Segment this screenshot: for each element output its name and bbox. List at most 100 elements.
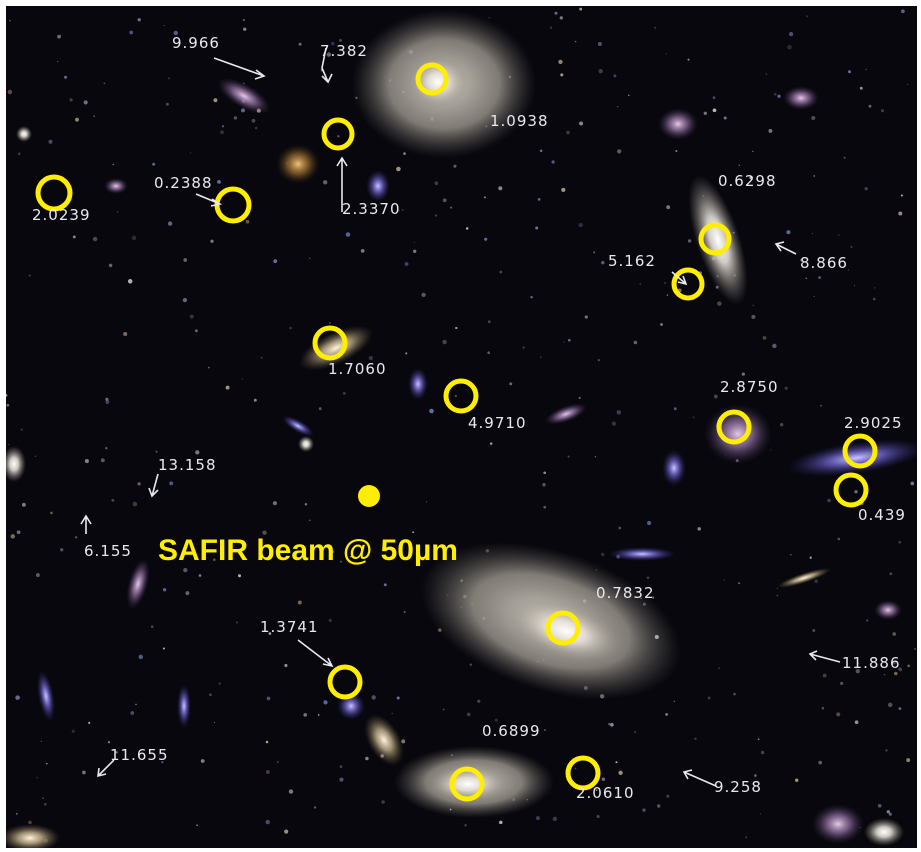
- background-star: [442, 198, 447, 203]
- background-star: [665, 53, 667, 55]
- background-star: [776, 594, 778, 597]
- background-star: [552, 816, 557, 822]
- background-star: [83, 100, 88, 105]
- background-star: [115, 751, 118, 754]
- background-star: [169, 481, 174, 486]
- background-star: [601, 777, 606, 781]
- background-star: [273, 259, 278, 263]
- background-star: [326, 52, 332, 57]
- background-star: [34, 455, 37, 457]
- background-star: [880, 109, 885, 113]
- background-star: [613, 74, 617, 78]
- background-star: [7, 443, 10, 446]
- background-star: [574, 40, 577, 43]
- background-star: [383, 583, 387, 587]
- background-star: [298, 42, 302, 46]
- background-star: [425, 501, 428, 503]
- background-star: [266, 696, 271, 701]
- background-star: [268, 632, 272, 635]
- background-star: [770, 449, 772, 451]
- background-star: [812, 629, 816, 632]
- background-star: [509, 382, 513, 386]
- background-star: [814, 579, 819, 584]
- background-star: [105, 397, 109, 401]
- background-star: [182, 297, 188, 303]
- background-star: [105, 447, 108, 450]
- background-star: [561, 187, 566, 192]
- galaxy-field: [6, 6, 917, 848]
- background-star: [254, 126, 258, 130]
- background-star: [131, 235, 137, 241]
- background-star: [217, 179, 221, 184]
- marker-0.6298: [698, 222, 732, 256]
- background-star: [874, 287, 876, 289]
- background-star: [610, 722, 614, 727]
- label-1.0938: 1.0938: [490, 112, 549, 130]
- background-star: [304, 502, 308, 506]
- background-star: [71, 729, 75, 733]
- background-star: [6, 403, 10, 407]
- background-star: [694, 737, 697, 740]
- background-star: [898, 667, 903, 672]
- marker-2.3370: [321, 117, 355, 151]
- background-star: [642, 808, 646, 812]
- background-star: [130, 711, 135, 715]
- background-star: [535, 816, 540, 821]
- label-8.866: 8.866: [800, 254, 848, 272]
- background-star: [633, 730, 637, 734]
- background-star: [364, 542, 366, 544]
- label-1.7060: 1.7060: [328, 360, 387, 378]
- marker-0.7832: [545, 610, 581, 646]
- background-star: [752, 150, 754, 153]
- background-star: [7, 89, 13, 95]
- background-star: [137, 18, 141, 22]
- background-star: [907, 664, 911, 668]
- background-star: [161, 761, 164, 764]
- background-star: [687, 58, 690, 61]
- background-star: [108, 263, 113, 268]
- background-star: [9, 19, 11, 22]
- background-star: [522, 346, 525, 349]
- label-6.155: 6.155: [84, 542, 132, 560]
- background-star: [185, 591, 190, 596]
- background-star: [836, 712, 841, 717]
- background-star: [74, 536, 78, 539]
- background-star: [135, 703, 137, 706]
- background-star: [412, 531, 415, 534]
- background-star: [652, 596, 655, 599]
- background-star: [403, 152, 406, 155]
- arrows: [80, 47, 841, 787]
- background-star: [906, 83, 909, 86]
- background-star: [213, 98, 218, 103]
- label-9.966: 9.966: [172, 34, 220, 52]
- background-star: [806, 15, 809, 18]
- background-star: [549, 26, 553, 29]
- background-star: [238, 574, 241, 578]
- background-star: [499, 270, 503, 274]
- background-star: [542, 483, 546, 487]
- background-star: [773, 92, 777, 96]
- background-star: [712, 96, 716, 100]
- background-star: [242, 19, 245, 22]
- background-star: [183, 567, 188, 573]
- background-star: [21, 502, 26, 507]
- background-star: [540, 356, 542, 358]
- background-star: [221, 125, 225, 128]
- background-star: [543, 505, 547, 509]
- background-star: [69, 98, 73, 102]
- marker-1.0938: [415, 62, 449, 96]
- background-star: [894, 671, 898, 676]
- marker-2.0239: [35, 174, 73, 212]
- background-star: [765, 73, 768, 75]
- background-star: [535, 226, 539, 230]
- background-star: [183, 258, 188, 262]
- background-star: [813, 175, 815, 177]
- label-2.0239: 2.0239: [32, 206, 91, 224]
- background-star: [847, 269, 850, 271]
- background-star: [42, 797, 44, 799]
- background-star: [220, 130, 224, 135]
- background-star: [56, 60, 59, 63]
- background-star: [265, 819, 270, 825]
- background-star: [225, 385, 230, 390]
- background-star: [105, 400, 110, 404]
